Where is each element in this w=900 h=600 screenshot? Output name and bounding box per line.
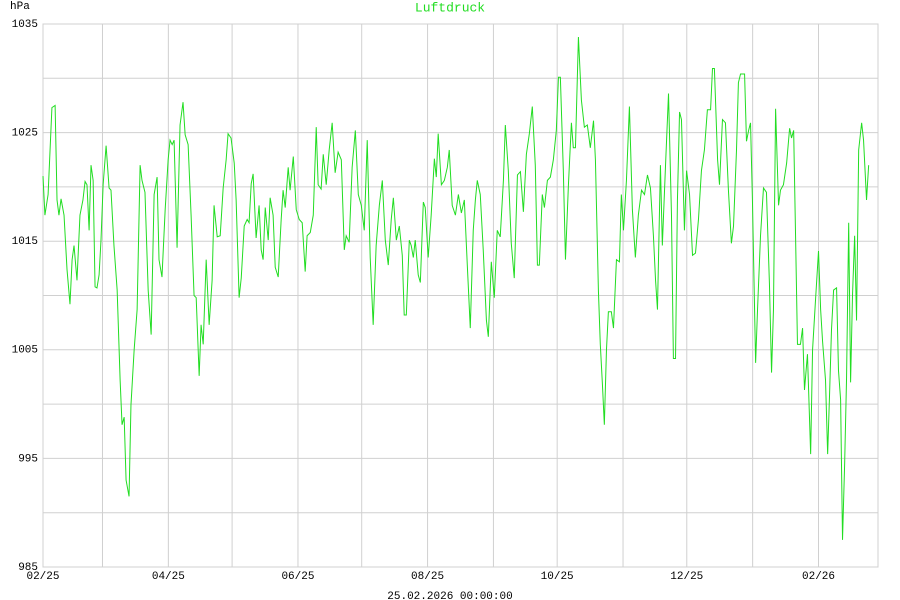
x-tick-label: 06/25 bbox=[281, 571, 314, 583]
y-tick-label: 985 bbox=[18, 562, 38, 574]
x-axis-label: 25.02.2026 00:00:00 bbox=[387, 591, 512, 600]
chart-title: Luftdruck bbox=[415, 0, 485, 15]
y-tick-label: 1005 bbox=[12, 345, 38, 357]
y-tick-label: 1035 bbox=[12, 19, 38, 31]
y-axis-label: hPa bbox=[10, 1, 30, 13]
x-tick-label: 08/25 bbox=[411, 571, 444, 583]
x-tick-label: 02/25 bbox=[26, 571, 59, 583]
x-tick-label: 12/25 bbox=[670, 571, 703, 583]
y-tick-label: 1025 bbox=[12, 128, 38, 140]
y-tick-label: 995 bbox=[18, 453, 38, 465]
x-tick-label: 02/26 bbox=[802, 571, 835, 583]
data-line bbox=[42, 37, 870, 540]
plot-frame bbox=[42, 23, 879, 568]
x-tick-label: 04/25 bbox=[152, 571, 185, 583]
y-tick-label: 1015 bbox=[12, 236, 38, 248]
x-tick-label: 10/25 bbox=[541, 571, 574, 583]
